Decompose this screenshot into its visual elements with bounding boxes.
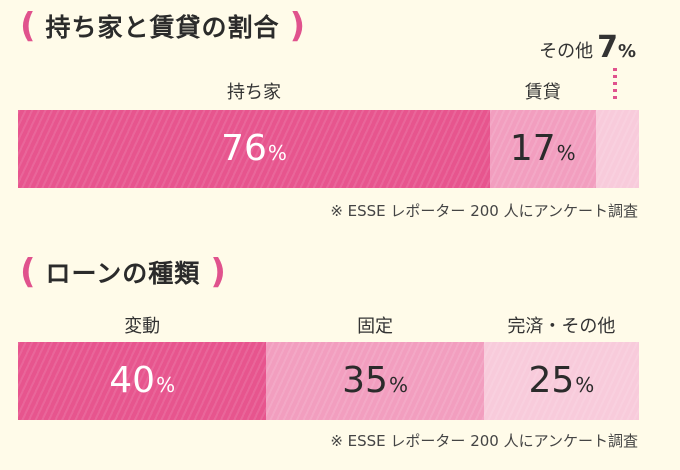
left-bracket-icon: (: [20, 252, 36, 292]
leader-dots: [613, 68, 617, 102]
percent-sign: %: [267, 141, 287, 165]
other-category-percent-sign: %: [617, 41, 636, 62]
chart-title: ローンの種類: [45, 259, 201, 288]
stacked-bar: 76% 17%: [18, 110, 639, 188]
data-label: 17%: [510, 131, 576, 167]
survey-note: ※ ESSE レポーター 200 人にアンケート調査: [330, 202, 638, 220]
data-value: 17: [509, 128, 556, 169]
chart-heading: ( 持ち家と賃貸の割合 ): [20, 6, 305, 46]
data-value: 40: [109, 360, 156, 401]
home-ownership-chart: ( 持ち家と賃貸の割合 ) 持ち家 賃貸 その他 7 % 76% 17% ※ ESS…: [0, 0, 680, 230]
category-label: 完済・その他: [507, 316, 616, 337]
bar-segment: [595, 110, 639, 188]
other-category-label: その他 7 %: [539, 30, 636, 65]
left-bracket-icon: (: [20, 6, 36, 46]
other-category-name: その他: [539, 41, 594, 62]
percent-sign: %: [556, 141, 576, 165]
percent-sign: %: [388, 373, 408, 397]
data-value: 35: [342, 360, 388, 401]
percent-sign: %: [156, 373, 176, 397]
data-label: 35%: [342, 363, 408, 399]
category-label: 変動: [124, 316, 161, 337]
chart-title: 持ち家と賃貸の割合: [45, 13, 280, 42]
data-value: 25: [528, 360, 575, 401]
category-label: 賃貸: [524, 82, 561, 103]
bar-segment: 40%: [18, 342, 267, 420]
category-label: 固定: [357, 316, 394, 337]
data-label: 40%: [109, 363, 175, 399]
category-label: 持ち家: [226, 82, 281, 103]
data-value: 76: [221, 128, 267, 169]
stacked-bar: 40% 35% 25%: [18, 342, 639, 420]
right-bracket-icon: ): [289, 6, 306, 46]
loan-type-chart: ( ローンの種類 ) 変動 固定 完済・その他 40% 35% 25% ※ ESSE レ…: [0, 240, 680, 470]
percent-sign: %: [575, 373, 595, 397]
bar-segment: 17%: [489, 110, 596, 188]
chart-heading: ( ローンの種類 ): [20, 252, 226, 292]
data-label: 76%: [221, 131, 287, 167]
bar-segment: 25%: [483, 342, 639, 420]
right-bracket-icon: ): [210, 252, 226, 292]
other-category-value: 7: [597, 30, 618, 65]
bar-segment: 35%: [266, 342, 485, 420]
bar-segment: 76%: [18, 110, 490, 188]
survey-note: ※ ESSE レポーター 200 人にアンケート調査: [330, 432, 638, 450]
data-label: 25%: [528, 363, 594, 399]
